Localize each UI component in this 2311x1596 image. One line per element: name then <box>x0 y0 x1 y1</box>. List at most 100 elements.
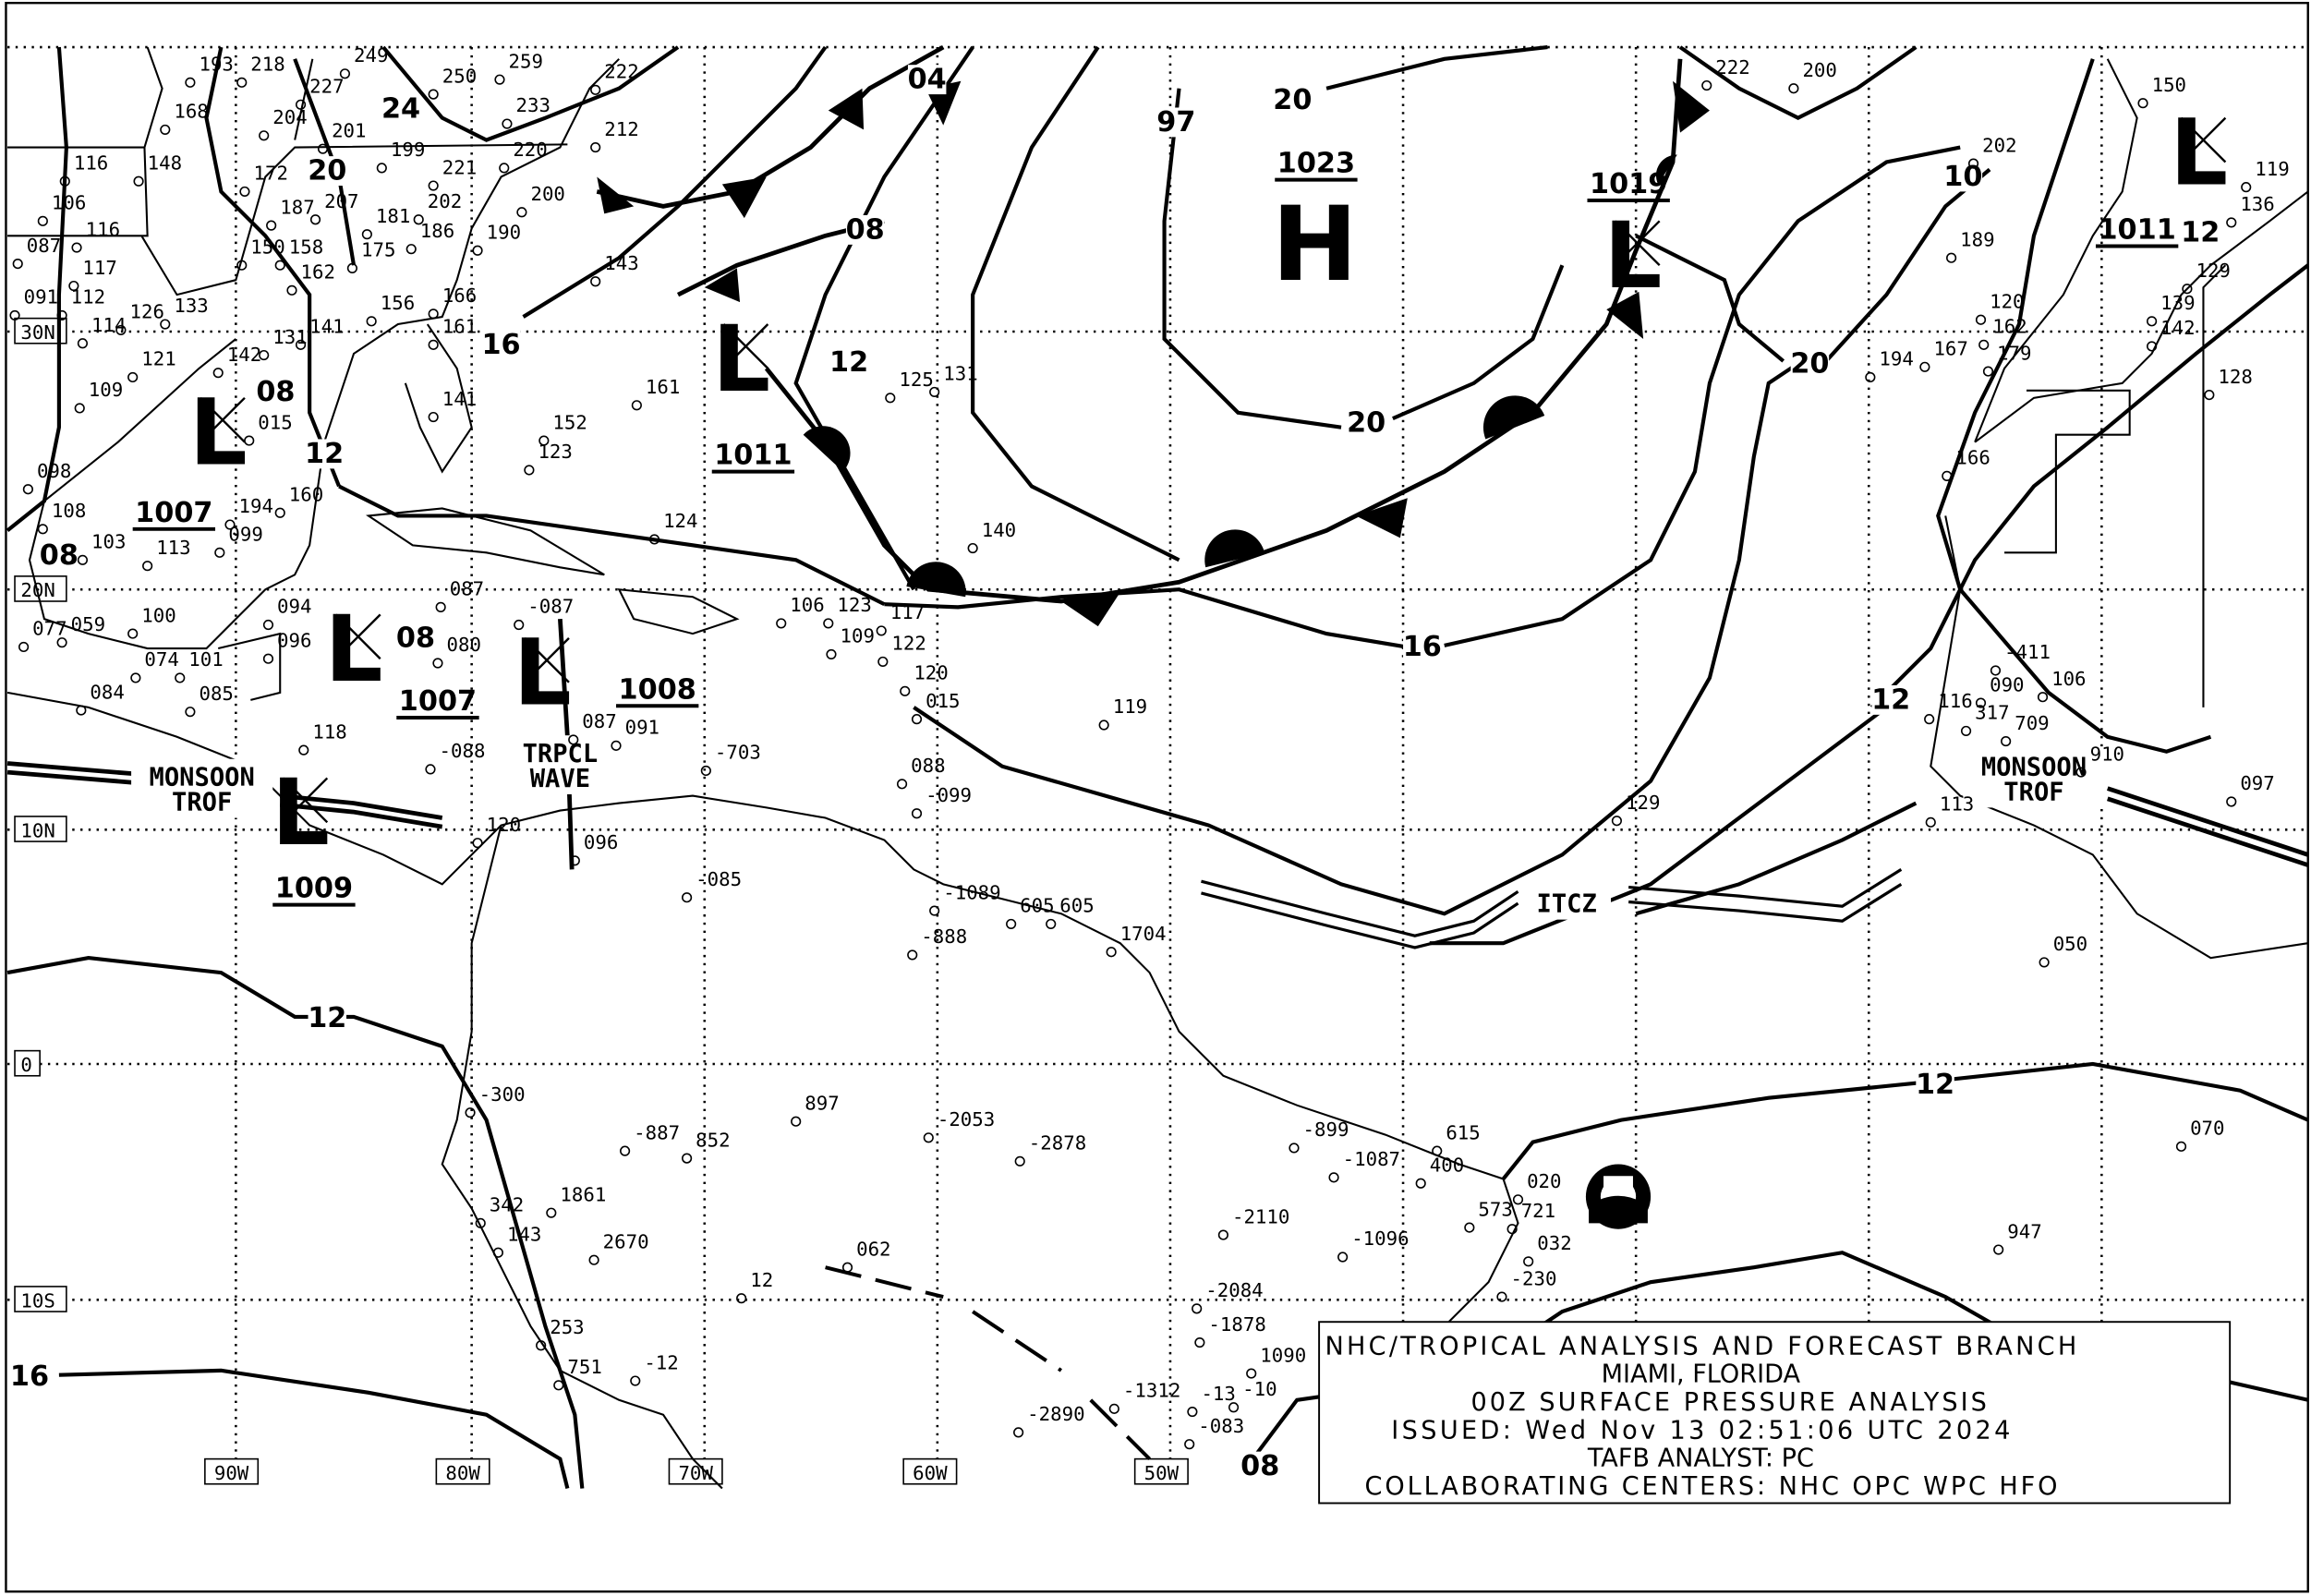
station-plot: 120 <box>472 814 521 849</box>
isobar-label: 08 <box>396 622 435 654</box>
isobar-label: 10 <box>1943 161 1982 193</box>
isobar-label-bg <box>1240 1451 1280 1481</box>
station-plot: 020 <box>1512 1170 1562 1205</box>
lon-label: 50W <box>1144 1462 1180 1484</box>
station-plot: 194 <box>1865 348 1914 383</box>
isobar-label-group: 16 <box>481 329 520 361</box>
isobar-label-group: 12 <box>829 346 868 379</box>
isobar-label: 20 <box>308 155 346 187</box>
station-marker <box>127 371 139 383</box>
station-plot: 087 <box>568 710 617 745</box>
station-value: 167 <box>1933 338 1967 360</box>
station-marker <box>224 519 236 530</box>
station-value: 080 <box>447 634 481 656</box>
station-value: 615 <box>1446 1121 1480 1143</box>
monsoon-trough-right-label: MONSOON <box>1981 753 2087 781</box>
station-marker <box>1865 371 1876 383</box>
station-plot: 129 <box>2182 260 2231 295</box>
station-value: 133 <box>174 295 208 317</box>
station-value: 605 <box>1059 895 1094 917</box>
station-marker <box>682 1153 693 1164</box>
station-marker <box>1990 665 2002 676</box>
station-value: 193 <box>199 54 233 76</box>
station-value: 109 <box>89 379 123 401</box>
isobar-label-bg <box>1790 349 1830 380</box>
station-marker <box>877 656 889 667</box>
station-value: -13 <box>1201 1383 1235 1405</box>
station-marker <box>212 368 224 379</box>
station-plot: 179 <box>1982 342 2032 377</box>
station-value: 150 <box>2152 74 2186 96</box>
isobar-label-bg <box>1916 1070 1954 1100</box>
station-value: 088 <box>911 755 945 777</box>
station-marker <box>885 393 896 404</box>
station-plot: 259 <box>494 50 543 85</box>
station-value: 117 <box>890 601 925 623</box>
station-value: 129 <box>1626 792 1660 814</box>
station-marker <box>1925 816 1936 828</box>
station-value: 179 <box>1997 342 2031 364</box>
station-marker <box>185 707 196 718</box>
station-value: 140 <box>982 519 1016 541</box>
station-value: 721 <box>1521 1200 1555 1222</box>
itcz-bg <box>1525 887 1612 920</box>
station-plot: 172 <box>239 163 288 198</box>
info-line-1: NHC/TROPICAL ANALYSIS AND FORECAST BRANC… <box>1325 1332 2076 1360</box>
pressure-center-letter: L <box>272 760 330 866</box>
lat-label-box <box>14 1286 67 1312</box>
station-value: -1878 <box>1208 1313 1265 1336</box>
station-value: 249 <box>354 44 388 66</box>
station-marker <box>361 229 372 240</box>
station-plot: 085 <box>185 683 234 718</box>
station-marker <box>736 1293 747 1304</box>
station-plot: 199 <box>376 139 425 174</box>
station-plot: 096 <box>262 629 311 664</box>
station-marker <box>428 89 439 100</box>
station-marker <box>929 386 940 398</box>
station-value: 148 <box>148 151 182 174</box>
station-value: 128 <box>2218 366 2252 388</box>
station-marker <box>295 99 307 110</box>
station-value: -2110 <box>1232 1205 1289 1227</box>
station-plot: 091 <box>9 286 58 321</box>
station-plot: -087 <box>514 596 574 631</box>
pressure-center-letter: L <box>1603 203 1662 309</box>
station-value: 121 <box>141 348 175 370</box>
station-value: 087 <box>450 578 484 600</box>
center-x-marker <box>524 637 570 683</box>
station-marker <box>588 1254 599 1265</box>
station-plot: -1096 <box>1337 1227 1410 1263</box>
low-pressure-center: L <box>324 597 382 703</box>
station-plot: 131 <box>929 363 978 398</box>
station-value: 1090 <box>1260 1344 1306 1366</box>
station-marker <box>823 618 834 629</box>
station-plot: 250 <box>428 65 477 100</box>
station-marker <box>472 245 483 256</box>
monsoon-trough-left-label: TROF <box>172 789 232 817</box>
station-plot: 124 <box>648 510 698 545</box>
station-value: -2084 <box>1205 1279 1263 1301</box>
station-value: 207 <box>324 190 358 212</box>
lon-label: 60W <box>913 1462 948 1484</box>
center-x-marker <box>722 323 769 369</box>
station-value: 091 <box>24 286 58 308</box>
itcz: ITCZ <box>1525 887 1612 920</box>
station-marker <box>590 276 601 287</box>
station-value: -087 <box>527 596 574 618</box>
station-marker <box>115 324 127 335</box>
station-plot: 175 <box>346 239 395 273</box>
station-value: 400 <box>1430 1154 1464 1176</box>
station-value: 204 <box>272 106 307 128</box>
center-x-marker <box>2180 116 2227 163</box>
station-plot: 751 <box>553 1356 602 1391</box>
isobar-label: 08 <box>40 539 79 572</box>
station-value: 120 <box>487 814 521 836</box>
station-plot: 143 <box>590 252 639 287</box>
station-value: 220 <box>513 139 547 161</box>
station-marker <box>911 808 923 819</box>
station-value: 186 <box>420 220 454 242</box>
station-value: 084 <box>90 681 124 703</box>
station-value: 162 <box>301 261 335 284</box>
monsoon-trough-left-label: MONSOON <box>150 763 255 792</box>
central-pressure-label: 1019 <box>1590 168 1667 200</box>
